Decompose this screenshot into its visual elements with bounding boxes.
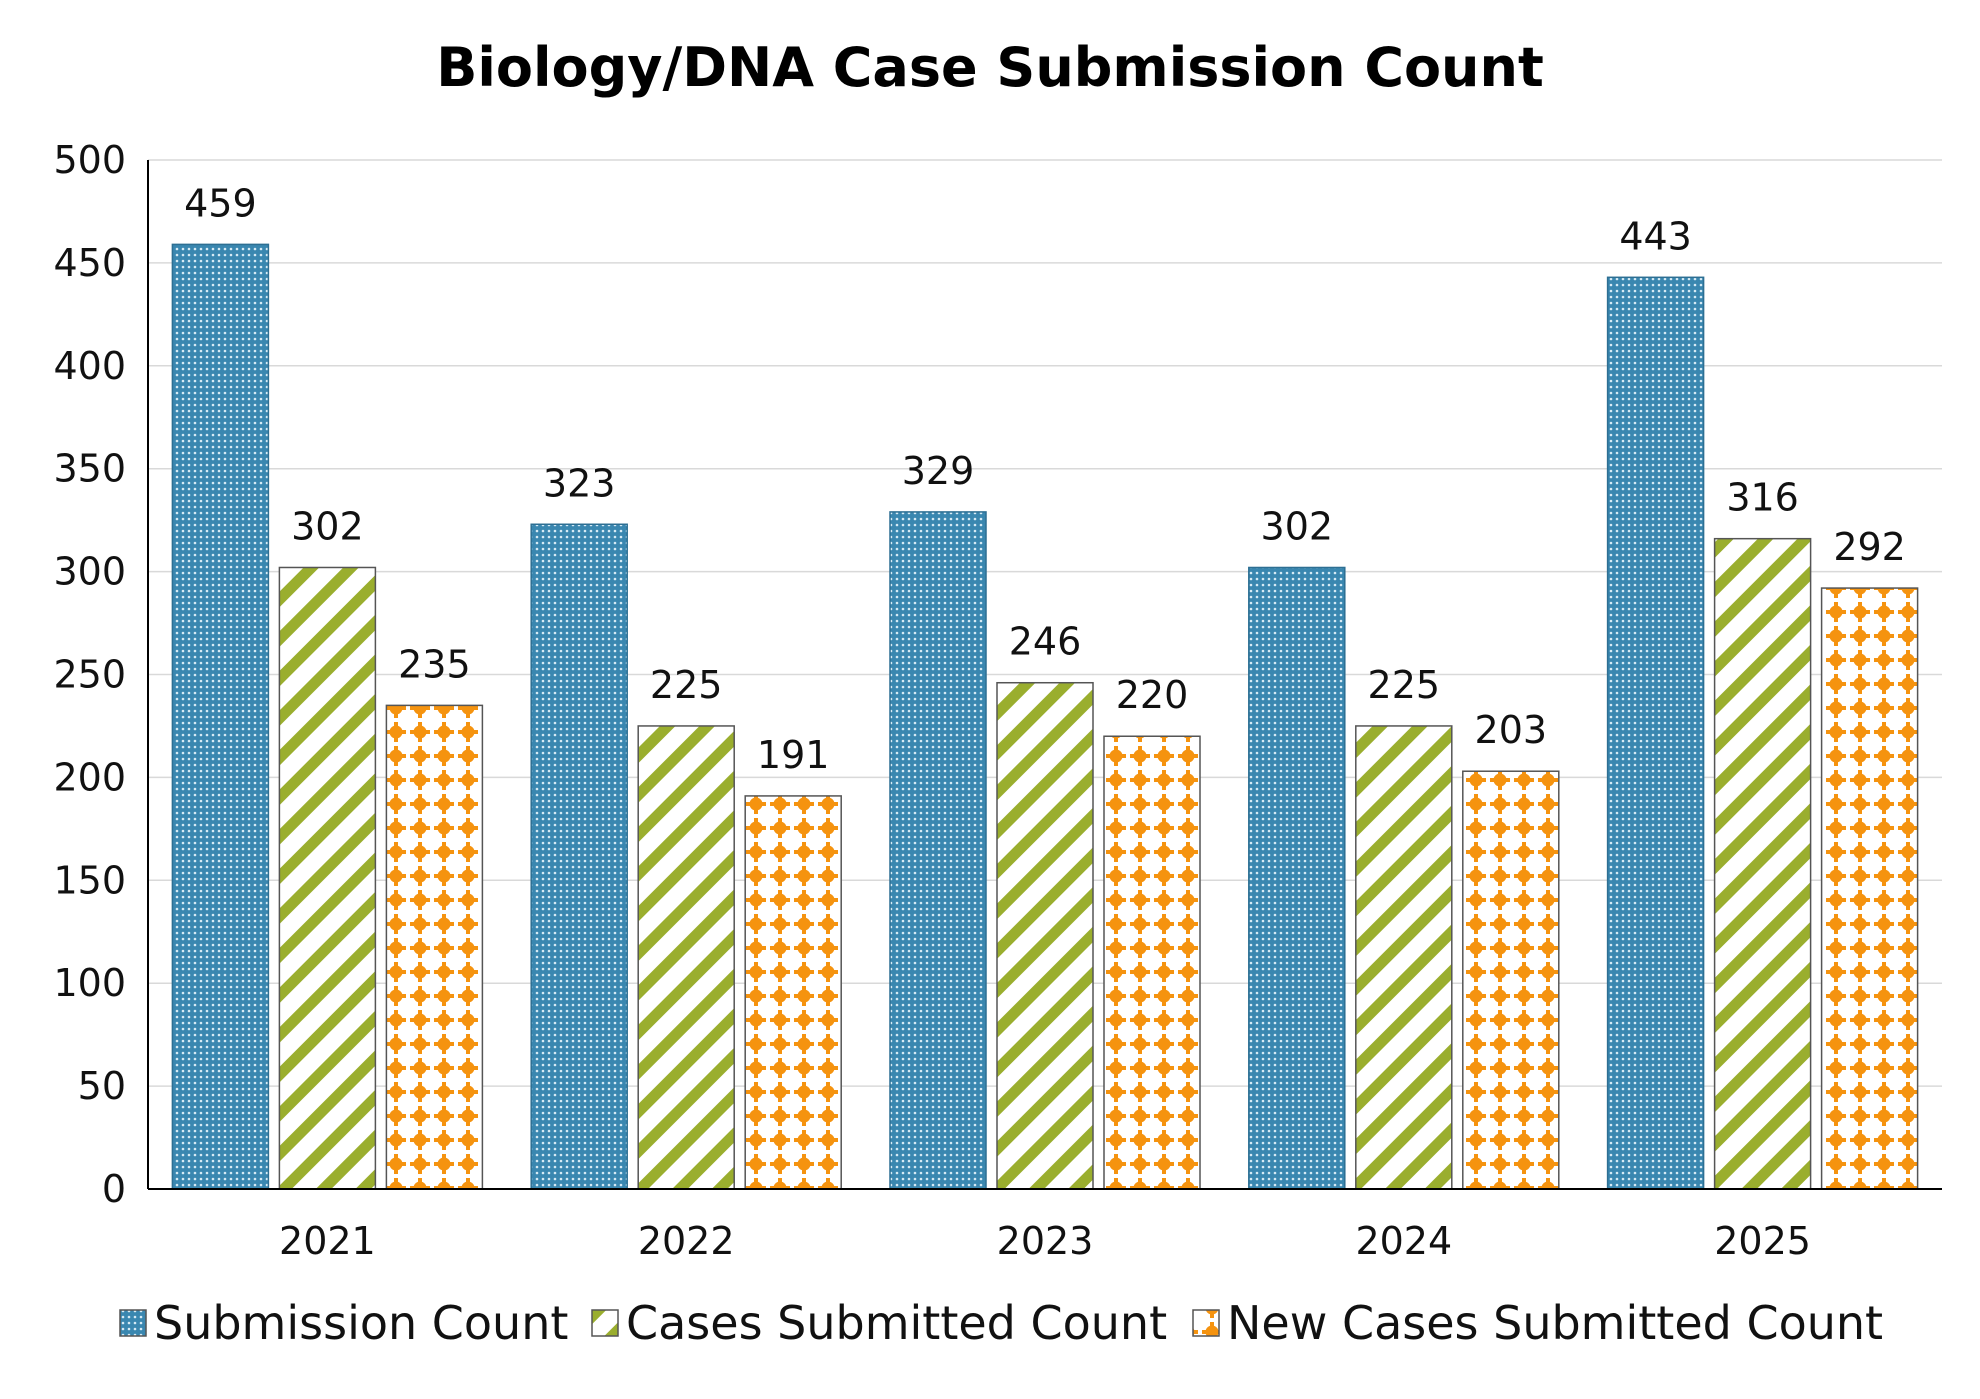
legend-label-0: Submission Count [154,1296,568,1350]
data-label: 316 [1726,476,1799,520]
bar-2022-series-2 [744,795,842,1190]
bar-2023-series-0 [889,511,987,1190]
data-label: 459 [184,181,257,225]
y-tick-label: 450 [53,241,126,285]
bar-2023-series-2 [1103,735,1201,1190]
bar-2023-series-1 [996,681,1094,1190]
data-label: 191 [757,733,830,777]
data-label: 246 [1009,620,1082,664]
y-tick-label: 0 [102,1167,126,1211]
data-label: 235 [398,642,471,686]
bar-2024-series-2 [1462,770,1560,1190]
x-tick-label: 2025 [1714,1219,1811,1263]
axes-layer: 0 50 100 150 200 250 300 350 400 450 500 2021 2022 20… [53,138,1942,1263]
bar-2024-series-0 [1248,566,1346,1190]
y-tick-label: 150 [53,858,126,902]
x-tick-label: 2022 [638,1219,735,1263]
legend-swatch-1 [591,1309,619,1337]
y-tick-label: 50 [78,1064,126,1108]
bar-2025-series-1 [1713,537,1812,1190]
legend-label-2: New Cases Submitted Count [1227,1296,1883,1350]
bar-2022-series-0 [530,523,628,1190]
bar-2021-series-2 [385,704,484,1190]
bar-2024-series-1 [1355,725,1453,1190]
y-tick-label: 300 [53,550,126,594]
bar-2021-series-0 [171,243,270,1190]
data-label: 203 [1475,708,1548,752]
legend-swatch-0 [119,1309,147,1337]
y-tick-label: 250 [53,653,126,697]
x-tick-label: 2021 [279,1219,376,1263]
legend-label-1: Cases Submitted Count [626,1296,1167,1350]
data-label: 302 [291,504,364,548]
y-tick-label: 400 [53,344,126,388]
data-label: 225 [1368,663,1441,707]
chart-title: Biology/DNA Case Submission Count [436,36,1544,99]
data-label: 443 [1619,214,1692,258]
x-tick-label: 2024 [1355,1219,1452,1263]
data-label: 292 [1833,525,1906,569]
bar-2025-series-0 [1606,276,1705,1190]
x-tick-label: 2023 [997,1219,1094,1263]
y-tick-label: 200 [53,755,126,799]
legend: Submission Count Cases Submitted Count New… [119,1296,1883,1350]
data-label: 225 [650,663,723,707]
data-label: 302 [1261,504,1334,548]
bar-2025-series-2 [1820,587,1919,1190]
y-tick-label: 350 [53,447,126,491]
bar-2022-series-1 [637,725,735,1190]
bars-layer [171,243,1919,1190]
y-tick-label: 100 [53,961,126,1005]
data-label: 329 [902,449,975,493]
y-tick-label: 500 [53,138,126,182]
bar-2021-series-1 [278,566,377,1190]
labels-layer: 459 302 235 323 225 191 329 246 220 302 225 203 443 3… [184,181,1906,777]
data-label: 323 [543,461,616,505]
data-label: 220 [1116,673,1189,717]
legend-swatch-2 [1192,1309,1220,1337]
